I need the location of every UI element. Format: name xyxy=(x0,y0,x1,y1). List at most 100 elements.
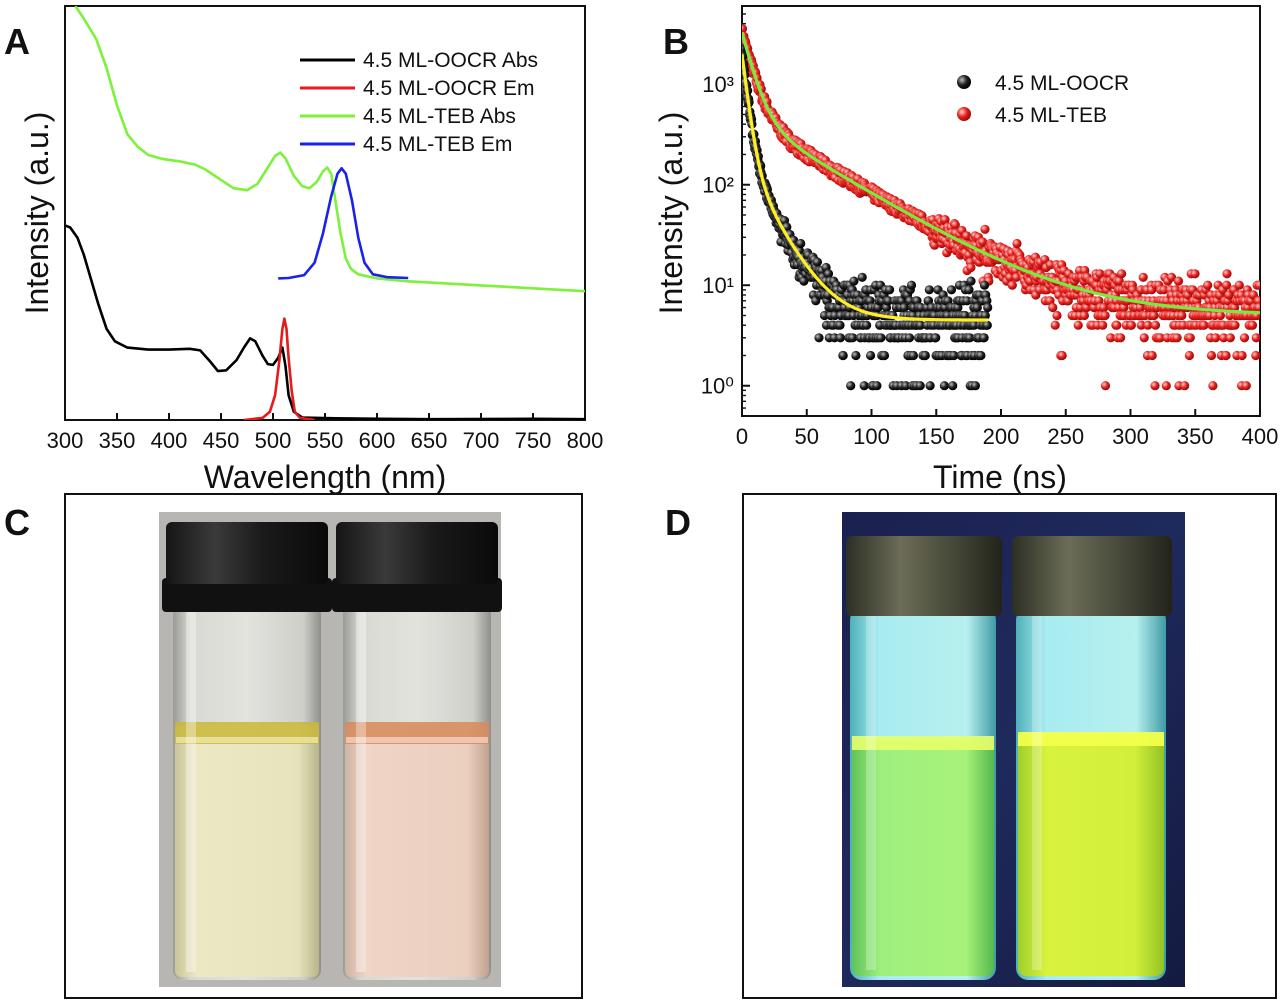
panel-label-c: C xyxy=(4,502,30,543)
axis-ticks-b: 0 50 100 150 200 250 300 350 400 10⁰ 10¹ 10² 10³ xyxy=(701,5,1279,449)
x-tick-label: 450 xyxy=(203,428,240,453)
data-point xyxy=(1225,333,1235,343)
data-point xyxy=(1005,272,1015,282)
data-point xyxy=(962,231,972,241)
data-point xyxy=(866,350,876,361)
data-point xyxy=(823,269,834,279)
y-tick-label: 10⁰ xyxy=(701,374,734,399)
x-tick-label: 550 xyxy=(307,428,344,453)
data-point xyxy=(925,381,935,391)
data-point xyxy=(1203,280,1213,290)
data-point xyxy=(1057,350,1067,361)
legend-label: 4.5 ML-TEB Abs xyxy=(363,105,516,128)
data-point xyxy=(799,276,809,286)
data-point xyxy=(1185,333,1195,343)
data-point xyxy=(1149,310,1159,321)
data-point xyxy=(846,381,856,391)
data-point xyxy=(1138,272,1148,282)
data-point xyxy=(1116,333,1126,343)
data-point xyxy=(879,350,890,361)
data-point xyxy=(1155,333,1165,343)
y-axis-title-b: Intensity (a.u.) xyxy=(653,112,689,315)
series-line xyxy=(65,224,585,420)
data-point xyxy=(979,333,989,343)
data-point xyxy=(976,350,986,361)
data-point xyxy=(904,333,915,343)
data-point xyxy=(885,285,895,295)
x-tick-label: 600 xyxy=(359,428,396,453)
x-tick-label: 50 xyxy=(795,424,819,449)
data-point xyxy=(1247,320,1258,330)
data-point xyxy=(1211,333,1221,343)
data-point xyxy=(1166,272,1177,282)
data-point xyxy=(924,285,934,295)
data-point xyxy=(939,381,950,391)
x-tick-label: 0 xyxy=(736,424,748,449)
data-point xyxy=(920,350,930,361)
decay-fit-lines xyxy=(742,31,1260,322)
vial-teb-uv xyxy=(1012,536,1172,980)
x-tick-label: 400 xyxy=(1242,424,1279,449)
data-point xyxy=(1117,269,1127,279)
data-point xyxy=(872,381,882,391)
data-point xyxy=(965,333,975,343)
data-point xyxy=(862,320,872,330)
data-point xyxy=(970,381,981,391)
fit-line xyxy=(742,31,1260,315)
x-tick-label: 700 xyxy=(463,428,500,453)
series-line xyxy=(74,6,585,293)
series-line xyxy=(243,317,315,420)
data-point xyxy=(1052,310,1062,321)
data-point xyxy=(1221,350,1231,361)
data-point xyxy=(1219,333,1229,343)
x-tick-label: 400 xyxy=(151,428,188,453)
x-axis-title-b: Time (ns) xyxy=(933,459,1067,495)
vial-oocr-uv xyxy=(846,536,1002,980)
data-point xyxy=(1095,269,1105,279)
data-point xyxy=(1143,320,1153,330)
data-point xyxy=(796,238,806,249)
data-point xyxy=(940,215,950,225)
x-tick-label: 500 xyxy=(255,428,292,453)
panel-label-a: A xyxy=(4,21,30,62)
data-point xyxy=(812,257,823,267)
data-point xyxy=(899,302,909,313)
data-point xyxy=(835,320,845,330)
data-point xyxy=(1161,381,1171,391)
data-point xyxy=(983,302,993,313)
x-tick-label: 100 xyxy=(853,424,890,449)
vial-oocr-daylight xyxy=(162,522,332,980)
data-point xyxy=(1190,269,1200,279)
data-point xyxy=(1079,310,1089,321)
x-tick-label: 300 xyxy=(47,428,84,453)
panel-c-daylight-photo: C xyxy=(4,493,583,999)
data-point xyxy=(1206,350,1217,361)
data-point xyxy=(1222,280,1232,290)
data-point xyxy=(814,333,824,343)
vial-cap xyxy=(846,536,1002,616)
data-point xyxy=(972,302,982,313)
data-point xyxy=(1007,280,1017,290)
data-point xyxy=(979,280,990,290)
data-point xyxy=(1234,280,1244,290)
data-point xyxy=(916,320,926,330)
data-point xyxy=(848,333,858,343)
x-tick-label: 350 xyxy=(1177,424,1214,449)
data-point xyxy=(1237,350,1247,361)
data-point xyxy=(1184,350,1194,361)
data-point xyxy=(982,320,992,330)
panel-a-spectra-chart: A 300 350 400 450 500 550 600 650 700 750 800 Wave… xyxy=(4,5,603,495)
data-point xyxy=(859,381,869,391)
data-point xyxy=(1106,333,1116,343)
data-point xyxy=(1050,320,1060,330)
data-point xyxy=(1114,276,1124,286)
data-point xyxy=(950,220,960,230)
data-point xyxy=(1012,238,1022,249)
x-tick-label: 250 xyxy=(1047,424,1084,449)
x-tick-label: 300 xyxy=(1112,424,1149,449)
data-point xyxy=(1230,320,1240,330)
x-tick-label: 650 xyxy=(411,428,448,453)
x-axis-ticks-a: 300 350 400 450 500 550 600 650 700 750 800 xyxy=(47,413,603,453)
vial-teb-daylight xyxy=(332,522,502,980)
